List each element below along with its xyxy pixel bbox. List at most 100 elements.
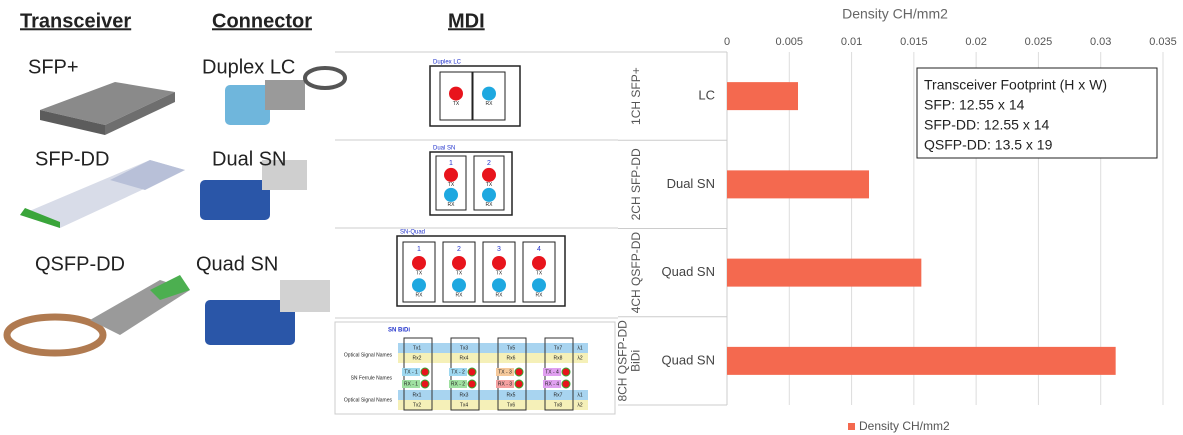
group-label: 8CH QSFP-DD: [616, 320, 630, 402]
rx-label: RX: [448, 202, 456, 208]
bidi-row-label: SN Ferrule Names: [351, 375, 393, 381]
dual-sn-image: [200, 160, 307, 220]
signal-name: Rx8: [554, 355, 563, 361]
x-tick-label: 0.01: [841, 36, 862, 48]
tx-dot: [452, 256, 466, 270]
rx-label: RX: [456, 293, 464, 299]
group-label: 2CH SFP-DD: [629, 148, 643, 220]
connector-name: Quad SN: [196, 253, 278, 275]
quad-sn-image: [205, 280, 330, 345]
bidi-band: [398, 353, 588, 363]
annotation-line: SFP-DD: 12.55 x 14: [924, 117, 1049, 133]
port-number: 1: [449, 160, 453, 167]
port-number: 2: [457, 246, 461, 253]
rx-dot: [452, 278, 466, 293]
port-number: 3: [497, 246, 501, 253]
tx-label: TX: [453, 101, 460, 107]
signal-name: Tx8: [554, 402, 563, 408]
annotation-line: QSFP-DD: 13.5 x 19: [924, 137, 1053, 153]
rx-label: RX: [486, 202, 494, 208]
y-tick-label: Quad SN: [662, 264, 715, 279]
bar: [727, 346, 1116, 375]
column-header: MDI: [448, 10, 485, 32]
axis-title: Density CH/mm2: [842, 6, 948, 22]
wavelength: λ2: [577, 355, 583, 361]
group-label: 1CH SFP+: [629, 67, 643, 125]
ferrule-tag: [496, 368, 514, 376]
tx-label: TX: [416, 270, 423, 276]
bar: [727, 82, 799, 111]
tx-dot: [492, 256, 506, 270]
signal-name: Rx4: [460, 355, 469, 361]
tx-dot: [412, 256, 426, 270]
wavelength: λ1: [577, 345, 583, 351]
port-number: 1: [417, 246, 421, 253]
ferrule-dot: [467, 379, 477, 389]
y-tick-label: Dual SN: [667, 176, 715, 191]
rx-dot: [482, 187, 496, 202]
column-header: Transceiver: [20, 10, 131, 32]
ferrule-dot: [467, 367, 477, 377]
signal-name: Tx3: [460, 345, 469, 351]
signal-name: Rx3: [460, 392, 469, 398]
transceiver-name: QSFP-DD: [35, 253, 125, 275]
annotation-line: Transceiver Footprint (H x W): [924, 77, 1107, 93]
ferrule-tag: [543, 380, 561, 388]
rx-dot: [482, 86, 496, 101]
column-header: Connector: [212, 10, 312, 32]
signal-name: Rx7: [554, 392, 563, 398]
signal-name: Rx1: [413, 392, 422, 398]
rx-dot: [532, 278, 546, 293]
rx-label: RX: [536, 293, 544, 299]
mdi-frame: [429, 151, 513, 216]
group-label: 4CH QSFP-DD: [629, 232, 643, 314]
bidi-row-label: Optical Signal Names: [344, 352, 393, 358]
ferrule-name: RX - 3: [498, 381, 512, 387]
ferrule-dot: [561, 367, 571, 377]
tx-dot: [532, 256, 546, 270]
tx-dot: [449, 86, 463, 101]
rx-dot: [492, 278, 506, 293]
sfp-image: [40, 82, 175, 135]
legend-swatch: [848, 423, 855, 430]
rx-dot: [412, 278, 426, 293]
x-tick-label: 0: [724, 36, 730, 48]
y-tick-label: Quad SN: [662, 352, 715, 367]
port-number: 2: [487, 160, 491, 167]
x-tick-label: 0.035: [1149, 36, 1177, 48]
mdi-title: SN-Quad: [400, 230, 425, 236]
ferrule-name: RX - 1: [404, 381, 418, 387]
ferrule-name: TX - 1: [404, 369, 418, 375]
bar: [727, 258, 922, 287]
bidi-band: [398, 390, 588, 400]
signal-name: Tx1: [413, 345, 422, 351]
signal-name: Rx5: [507, 392, 516, 398]
ferrule-name: TX - 2: [451, 369, 465, 375]
signal-name: Tx2: [413, 402, 422, 408]
connector-name: Dual SN: [212, 148, 286, 170]
group-label: BiDi: [629, 350, 643, 372]
wavelength: λ2: [577, 402, 583, 408]
y-tick-label: LC: [698, 88, 715, 103]
ferrule-name: RX - 4: [545, 381, 559, 387]
mdi-frame: [396, 235, 566, 307]
ferrule-dot: [561, 379, 571, 389]
ferrule-dot: [420, 379, 430, 389]
legend-label: Density CH/mm2: [859, 419, 950, 433]
tx-label: TX: [496, 270, 503, 276]
lc-image: [225, 66, 347, 125]
ferrule-tag: [449, 368, 467, 376]
wavelength: λ1: [577, 392, 583, 398]
connector-name: Duplex LC: [202, 56, 295, 78]
ferrule-tag: [402, 368, 420, 376]
annotation-box: [916, 67, 1158, 159]
tx-label: TX: [456, 270, 463, 276]
signal-name: Tx7: [554, 345, 563, 351]
rx-label: RX: [496, 293, 504, 299]
ferrule-name: RX - 2: [451, 381, 465, 387]
x-tick-label: 0.025: [1025, 36, 1053, 48]
mdi-frame: [429, 65, 521, 127]
signal-name: Tx4: [460, 402, 469, 408]
signal-name: Rx2: [413, 355, 422, 361]
bar: [727, 170, 870, 199]
